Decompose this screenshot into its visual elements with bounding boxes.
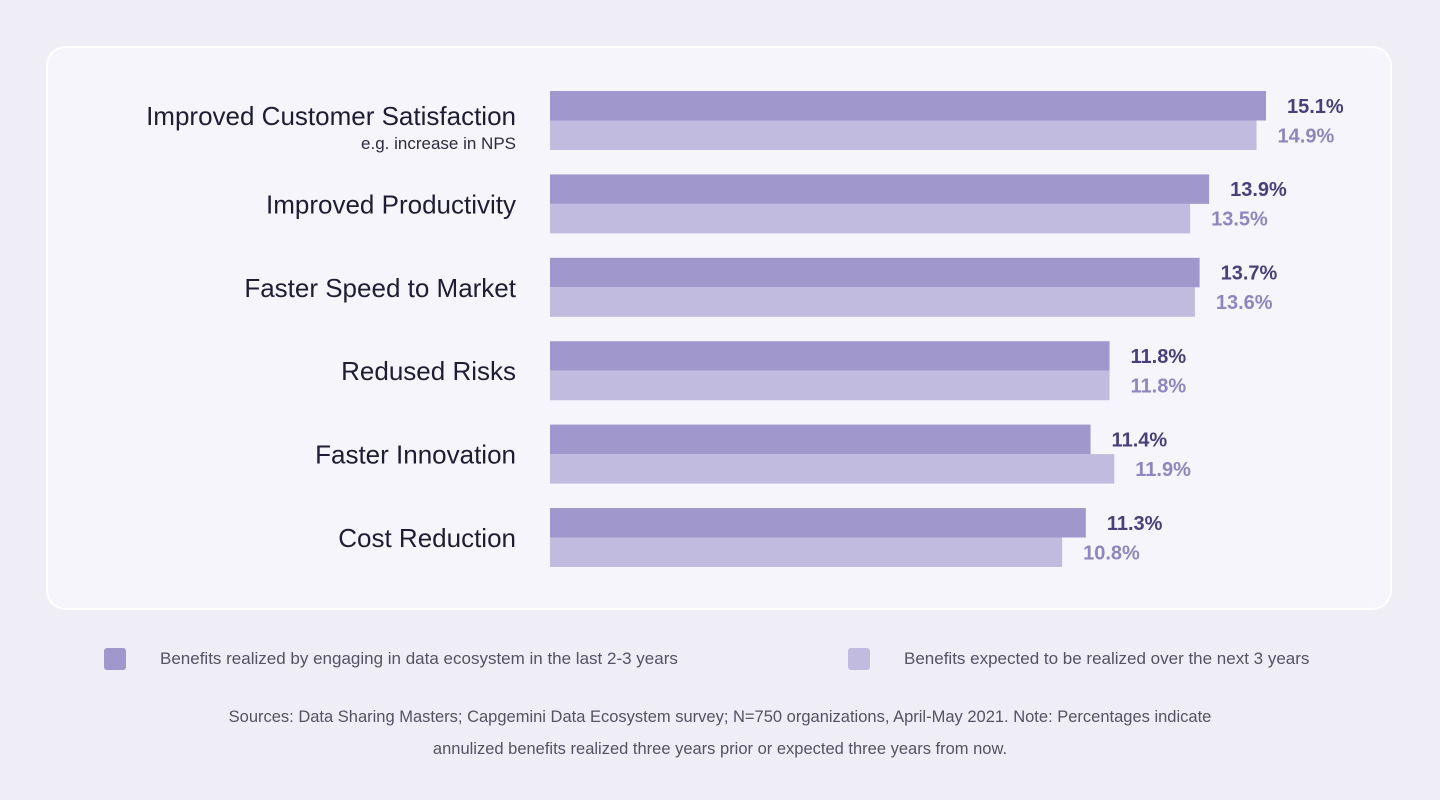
data-label-expected: 11.8% [1131, 375, 1187, 397]
data-label-realized: 11.8% [1131, 346, 1187, 368]
bar-realized [550, 257, 1200, 288]
data-label-expected: 13.6% [1216, 292, 1273, 314]
data-label-realized: 11.4% [1112, 429, 1168, 451]
category-label: Improved Productivity [266, 189, 516, 219]
category-label: Improved Customer Satisfaction [146, 101, 516, 131]
source-footnote-line-2: annulized benefits realized three years … [432, 740, 1008, 758]
bar-expected [550, 370, 1110, 401]
bar-realized [550, 424, 1091, 455]
legend-label-expected: Benefits expected to be realized over th… [904, 649, 1310, 668]
legend-swatch-expected [848, 648, 870, 670]
source-footnote-line-1: Sources: Data Sharing Masters; Capgemini… [228, 708, 1212, 726]
category-note: e.g. increase in NPS [361, 134, 516, 153]
bar-expected [550, 287, 1195, 317]
legend-label-realized: Benefits realized by engaging in data ec… [160, 649, 678, 668]
legend-item-realized: Benefits realized by engaging in data ec… [104, 648, 678, 670]
data-label-realized: 15.1% [1287, 96, 1344, 118]
data-label-realized: 11.3% [1107, 513, 1163, 535]
category-label: Cost Reduction [338, 523, 516, 553]
bar-expected [550, 120, 1257, 150]
bar-expected [550, 203, 1191, 234]
bar-realized [550, 174, 1210, 204]
source-footnote: Sources: Data Sharing Masters; Capgemini… [120, 701, 1320, 765]
bar-realized [550, 91, 1266, 121]
data-label-realized: 13.7% [1221, 263, 1278, 285]
legend-item-expected: Benefits expected to be realized over th… [848, 648, 1309, 670]
bar-realized [550, 508, 1086, 538]
data-label-realized: 13.9% [1230, 179, 1287, 201]
category-label: Faster Innovation [315, 440, 516, 470]
data-label-expected: 14.9% [1278, 125, 1335, 147]
bar-expected [550, 537, 1063, 567]
data-label-expected: 10.8% [1083, 542, 1140, 564]
bar-expected [550, 454, 1115, 484]
category-label: Redused Risks [341, 356, 516, 386]
bar-realized [550, 341, 1110, 371]
legend-swatch-realized [104, 648, 126, 670]
data-label-expected: 11.9% [1135, 459, 1191, 481]
data-label-expected: 13.5% [1211, 209, 1268, 231]
category-label: Faster Speed to Market [244, 273, 516, 303]
